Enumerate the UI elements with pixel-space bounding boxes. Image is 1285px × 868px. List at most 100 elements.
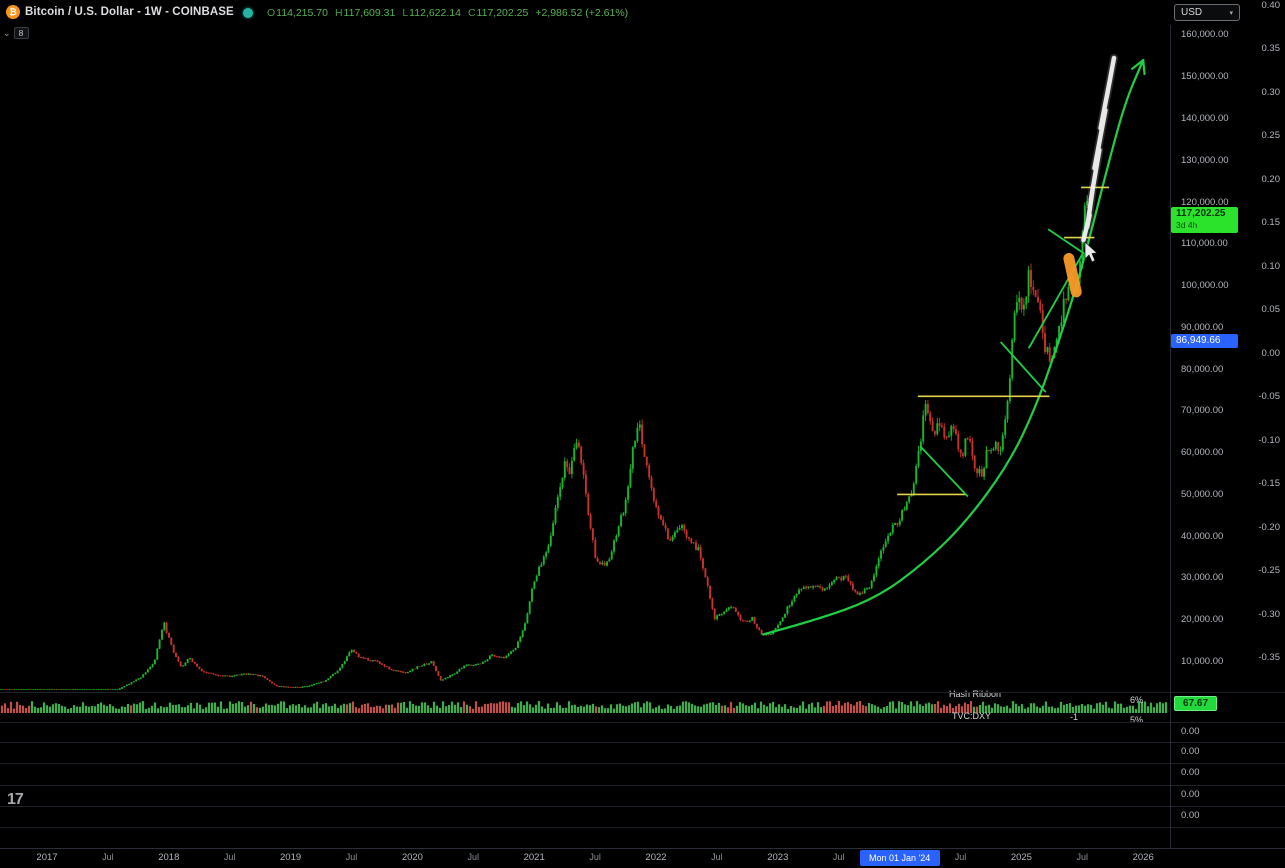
market-status-icon[interactable] xyxy=(243,8,253,18)
sub-pane-value: 0.00 xyxy=(1181,726,1200,737)
close-label: C xyxy=(467,7,476,19)
price-axis-tick: 100,000.00 xyxy=(1181,280,1229,292)
dxy-legend[interactable]: TVC:DXY xyxy=(952,711,992,721)
close-value: 117,202.25 xyxy=(476,7,529,19)
drawings-count: 8 xyxy=(13,27,29,39)
pane-separator xyxy=(0,722,1285,723)
secondary-axis-tick: 0.10 xyxy=(1261,260,1281,272)
time-axis-tick: 2023 xyxy=(767,852,789,863)
bitcoin-icon: ₿ xyxy=(6,5,20,19)
price-axis-tick: 10,000.00 xyxy=(1181,656,1224,667)
price-axis-tick: 30,000.00 xyxy=(1181,572,1224,584)
time-axis-tick: Jul xyxy=(1076,852,1089,862)
highlight-marker[interactable] xyxy=(1063,252,1082,298)
time-axis-tick: Jul xyxy=(832,852,845,862)
hash-ribbon-bars-green xyxy=(30,701,1168,713)
low-value: 112,622.14 xyxy=(409,7,461,19)
up-candle-wicks xyxy=(117,195,1088,690)
secondary-axis-tick: -0.15 xyxy=(1258,478,1280,489)
down-candle-wicks xyxy=(166,196,1090,688)
pane-separator xyxy=(0,827,1285,828)
chevron-down-icon: ⌄ xyxy=(3,28,11,38)
time-axis-tick: Jul xyxy=(467,852,480,862)
trendline-2024-triangle[interactable] xyxy=(919,445,969,498)
secondary-axis-tick: 0.35 xyxy=(1261,43,1281,54)
secondary-axis-tick: -0.05 xyxy=(1258,391,1280,402)
secondary-axis-tick: -0.20 xyxy=(1258,521,1280,533)
change-value: +2,986.52 (+2.61%) xyxy=(535,7,629,19)
price-axis-tick: 70,000.00 xyxy=(1181,405,1224,417)
sub-pane-value: 0.00 xyxy=(1181,810,1200,821)
selected-date-badge: Mon 01 Jan '24 xyxy=(859,850,940,866)
price-axis-tick: 160,000.00 xyxy=(1181,29,1229,41)
parabolic-support-curve[interactable] xyxy=(762,59,1145,636)
high-value: 117,609.31 xyxy=(343,7,396,19)
parabolic-support-curve-arrowhead xyxy=(1131,59,1146,76)
hash-ribbon-legend[interactable]: Hash Ribbon xyxy=(949,689,1002,699)
pane-separator xyxy=(0,785,1285,786)
ohlc-readout: O114,215.70 H117,609.31 L112,622.14 C117,20… xyxy=(267,7,635,19)
time-axis-tick: Jul xyxy=(102,852,114,862)
secondary-axis-tick: -0.25 xyxy=(1258,565,1280,576)
price-axis-tick: 120,000.00 xyxy=(1181,196,1229,208)
secondary-axis-tick: -0.10 xyxy=(1258,434,1280,446)
projected-path[interactable] xyxy=(1081,55,1117,243)
time-axis-tick: Jul xyxy=(223,852,236,862)
price-axis-tick: 80,000.00 xyxy=(1181,363,1224,375)
time-axis-tick: Jul xyxy=(711,852,723,862)
time-axis-tick: 2020 xyxy=(401,852,423,863)
tradingview-logo[interactable]: 17 xyxy=(7,791,24,808)
price-axis-tick: 40,000.00 xyxy=(1181,530,1224,542)
secondary-axis-tick: 0.20 xyxy=(1261,173,1281,185)
pane-separator xyxy=(0,692,1285,693)
open-value: 114,215.70 xyxy=(276,7,328,19)
hash-ribbon-percent: 6% xyxy=(1129,695,1143,705)
hash-ribbon-bars-red xyxy=(0,701,979,713)
price-axis-tick: 50,000.00 xyxy=(1181,488,1224,500)
secondary-axis-tick: 0.00 xyxy=(1261,347,1281,359)
trendline-2025-correction[interactable] xyxy=(1000,341,1047,393)
time-axis-tick: 2021 xyxy=(523,852,545,863)
mouse-cursor xyxy=(1084,241,1098,263)
drawings-collapsed-button[interactable]: ⌄ 8 xyxy=(3,27,29,39)
hash-ribbon-value-badge: 67.67 xyxy=(1174,696,1217,711)
time-axis-tick: 2017 xyxy=(36,852,58,863)
pane-separator xyxy=(0,806,1285,807)
price-axis-tick: 90,000.00 xyxy=(1181,321,1224,333)
price-axis-tick: 150,000.00 xyxy=(1181,71,1229,83)
low-label: L xyxy=(402,7,409,19)
pane-separator xyxy=(0,742,1285,743)
price-axis-tick: 110,000.00 xyxy=(1181,238,1228,250)
down-candle-bodies xyxy=(4,200,1091,690)
up-candle-bodies xyxy=(0,200,1089,690)
alert-price-badge: 86,949.66 xyxy=(1171,334,1238,348)
sub-pane-value: 0.00 xyxy=(1181,746,1200,757)
time-axis-tick: 2019 xyxy=(280,852,302,863)
currency-label: USD xyxy=(1181,7,1203,18)
time-axis-tick: 2026 xyxy=(1132,852,1154,863)
time-axis-tick: Jul xyxy=(589,852,601,862)
symbol-header: ₿ Bitcoin / U.S. Dollar - 1W - COINBASE … xyxy=(0,0,1285,24)
secondary-axis-tick: 0.40 xyxy=(1261,0,1281,11)
price-axis-tick: 60,000.00 xyxy=(1181,447,1224,459)
caret-down-icon: ▾ xyxy=(1229,9,1233,17)
secondary-axis-tick: 0.05 xyxy=(1261,304,1281,315)
dxy-percent: 5% xyxy=(1129,715,1143,725)
time-axis-border xyxy=(0,848,1285,849)
trendline-recent[interactable] xyxy=(1047,228,1089,258)
price-axis-tick: 140,000.00 xyxy=(1181,113,1229,125)
dxy-value: -1 xyxy=(1070,712,1079,722)
secondary-axis-tick: 0.25 xyxy=(1261,130,1281,141)
symbol-title[interactable]: Bitcoin / U.S. Dollar - 1W - COINBASE xyxy=(25,6,234,18)
currency-toggle-button[interactable]: USD ▾ xyxy=(1174,4,1240,21)
price-axis-tick: 20,000.00 xyxy=(1181,614,1224,626)
high-label: H xyxy=(334,7,343,19)
secondary-axis-tick: 0.30 xyxy=(1261,86,1281,98)
secondary-axis-tick: 0.15 xyxy=(1261,217,1281,228)
bar-countdown: 3d 4h xyxy=(1176,220,1198,230)
open-label: O xyxy=(267,7,276,19)
pane-separator xyxy=(0,763,1285,764)
time-axis-tick: 2025 xyxy=(1010,852,1032,863)
